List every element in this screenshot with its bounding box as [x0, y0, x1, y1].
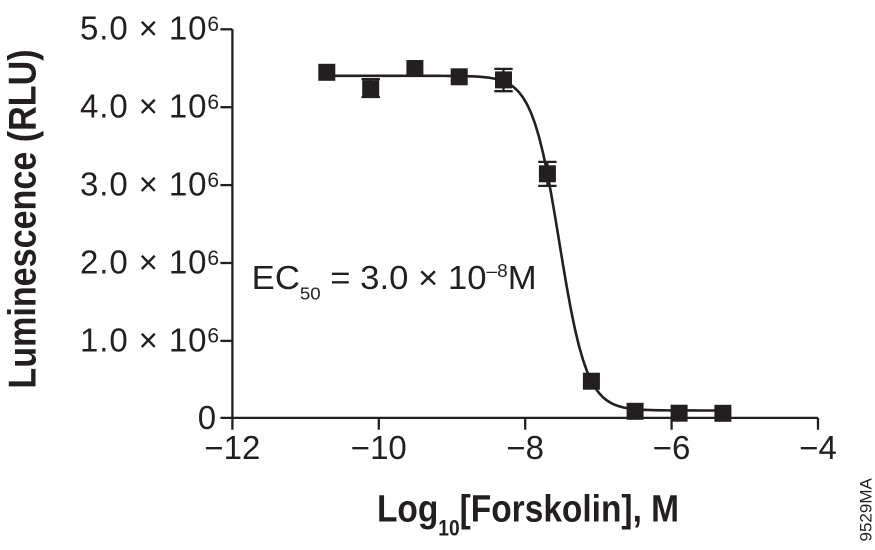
svg-text:Log10[Forskolin], M: Log10[Forskolin], M: [377, 486, 679, 540]
svg-text:−4: −4: [799, 429, 837, 466]
svg-text:EC50 = 3.0 × 10–8M: EC50 = 3.0 × 10–8M: [252, 260, 537, 304]
svg-text:5.0 × 106: 5.0 × 106: [80, 10, 220, 47]
svg-text:−10: −10: [351, 429, 407, 466]
svg-text:1.0 × 106: 1.0 × 106: [80, 321, 220, 358]
svg-text:2.0 × 106: 2.0 × 106: [80, 243, 220, 280]
svg-text:Luminescence (RLU): Luminescence (RLU): [0, 49, 44, 388]
svg-text:−8: −8: [506, 429, 544, 466]
svg-text:4.0 × 106: 4.0 × 106: [80, 88, 220, 125]
svg-text:−12: −12: [204, 429, 260, 466]
svg-text:9529MA: 9529MA: [857, 478, 875, 542]
svg-text:3.0 × 106: 3.0 × 106: [80, 166, 220, 203]
svg-text:−6: −6: [653, 429, 691, 466]
